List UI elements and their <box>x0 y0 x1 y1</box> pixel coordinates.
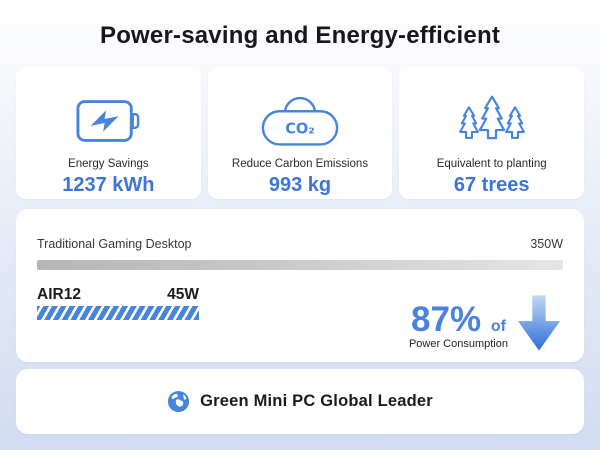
product-wattage: 45W <box>167 286 199 303</box>
trees-icon <box>452 85 532 157</box>
footer-banner: Green Mini PC Global Leader <box>16 369 584 434</box>
stat-card-carbon: CO₂ Reduce Carbon Emissions 993 kg <box>207 67 393 199</box>
reduction-percent: 87% <box>411 300 482 340</box>
stat-label: Equivalent to planting <box>436 158 547 170</box>
traditional-desktop-bar <box>37 260 563 270</box>
footer-text: Green Mini PC Global Leader <box>200 392 433 410</box>
stat-label: Reduce Carbon Emissions <box>231 158 369 170</box>
power-comparison-panel: Traditional Gaming Desktop 350W AIR12 45… <box>16 209 584 362</box>
stat-value: 993 kg <box>268 174 332 196</box>
stat-value: 67 trees <box>453 174 530 196</box>
product-bar <box>37 306 199 320</box>
reduction-suffix: of <box>490 318 506 336</box>
battery-icon <box>76 85 140 157</box>
co2-label: CO₂ <box>285 121 315 138</box>
globe-icon <box>167 390 190 413</box>
stat-label: Energy Savings <box>68 158 149 170</box>
down-arrow-icon <box>518 295 560 356</box>
stat-card-trees: Equivalent to planting 67 trees <box>399 67 585 199</box>
page-title: Power-saving and Energy-efficient <box>99 22 501 49</box>
stat-cards-row: Energy Savings 1237 kWh CO₂ Reduce Carbo… <box>16 67 585 199</box>
stat-value: 1237 kWh <box>62 174 155 196</box>
product-label: AIR12 <box>37 286 81 303</box>
traditional-desktop-label: Traditional Gaming Desktop <box>37 237 192 251</box>
traditional-desktop-wattage: 350W <box>530 237 563 251</box>
reduction-callout: 87% of Power Consumption <box>408 302 508 350</box>
reduction-caption: Power Consumption <box>408 338 508 350</box>
co2-cloud-icon: CO₂ <box>260 85 340 157</box>
stat-card-energy: Energy Savings 1237 kWh <box>16 67 201 199</box>
